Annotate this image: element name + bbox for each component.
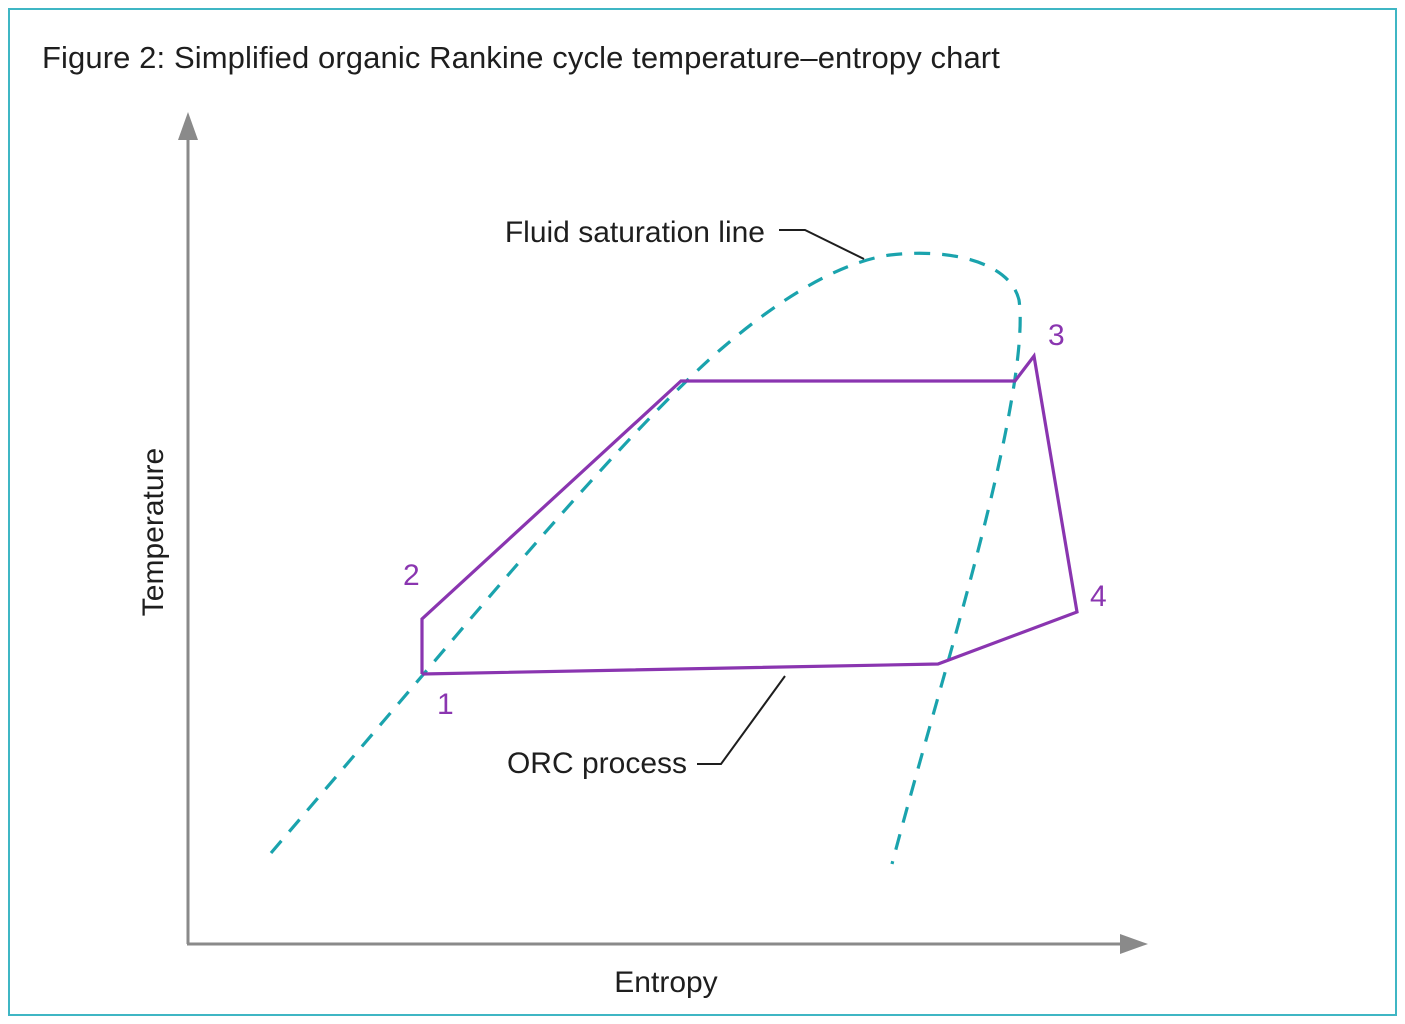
figure-frame — [8, 8, 1397, 1016]
y-axis-arrowhead — [178, 112, 198, 140]
saturation-line — [269, 251, 1022, 865]
state-point-1-label: 1 — [437, 688, 454, 721]
saturation-leader-line — [779, 229, 865, 260]
state-point-2-label: 2 — [403, 559, 420, 592]
orc-process-label: ORC process — [507, 747, 687, 780]
x-axis-arrowhead — [1120, 934, 1148, 954]
orc-leader-line — [697, 675, 786, 765]
figure-title: Figure 2: Simplified organic Rankine cyc… — [42, 40, 1000, 75]
state-point-4-label: 4 — [1090, 580, 1107, 613]
saturation-line-label: Fluid saturation line — [505, 216, 765, 249]
orc-process-line — [420, 352, 1079, 676]
x-axis-label: Entropy — [614, 966, 717, 999]
state-point-3-label: 3 — [1048, 319, 1065, 352]
y-axis-label: Temperature — [137, 448, 170, 616]
